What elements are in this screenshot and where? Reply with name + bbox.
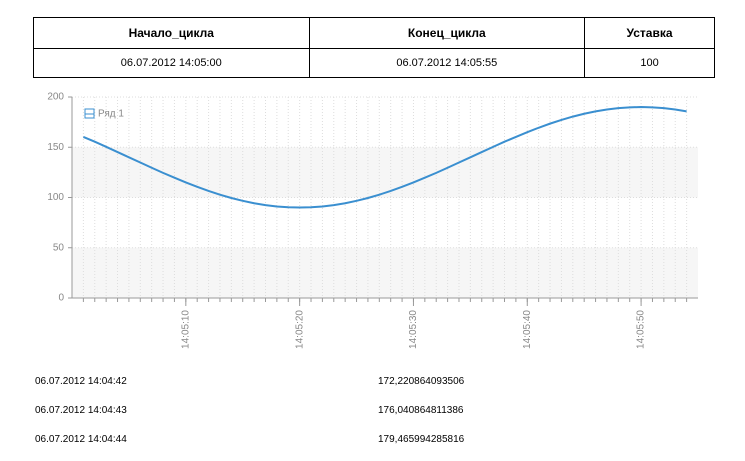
grid-band [72, 147, 698, 198]
legend-label: Ряд 1 [98, 109, 124, 120]
header-cell: Уставка [584, 17, 715, 49]
y-tick-label: 100 [47, 192, 64, 203]
y-tick-label: 150 [47, 142, 64, 153]
cell: 06.07.2012 14:05:00 [33, 48, 310, 78]
y-tick-label: 200 [47, 92, 64, 103]
header-row: Начало_цикла Конец_цикла Уставка [33, 17, 715, 49]
x-tick-label: 14:05:50 [636, 310, 647, 349]
cell: 06.07.2012 14:05:55 [308, 48, 586, 78]
record-cell: 06.07.2012 14:04:42 [35, 376, 127, 387]
record-cell: 176,040864811386 [378, 405, 464, 416]
record-cell: 06.07.2012 14:04:43 [35, 405, 127, 416]
record-cell: 06.07.2012 14:04:44 [35, 434, 127, 445]
grid-band [72, 247, 698, 298]
x-tick-label: 14:05:20 [294, 310, 305, 349]
y-tick-label: 50 [53, 242, 65, 253]
x-tick-label: 14:05:30 [408, 310, 419, 349]
data-row: 06.07.2012 14:05:00 06.07.2012 14:05:55 … [33, 48, 715, 78]
record-cell: 179,465994285816 [378, 434, 465, 445]
cycle-table: Начало_цикла Конец_цикла Уставка 06.07.2… [33, 17, 715, 78]
x-tick-label: 14:05:10 [180, 310, 191, 349]
x-tick-label: 14:05:40 [522, 310, 533, 349]
record-cell: 172,220864093506 [378, 376, 465, 387]
chart: 0 50 100 150 200 14:05:10 14:05:20 14:05:30 14:0… [47, 92, 698, 349]
header-cell: Конец_цикла [308, 17, 586, 49]
y-tick-label: 0 [58, 293, 64, 304]
cell: 100 [584, 48, 715, 78]
header-cell: Начало_цикла [33, 17, 310, 49]
series-line [82, 106, 687, 209]
